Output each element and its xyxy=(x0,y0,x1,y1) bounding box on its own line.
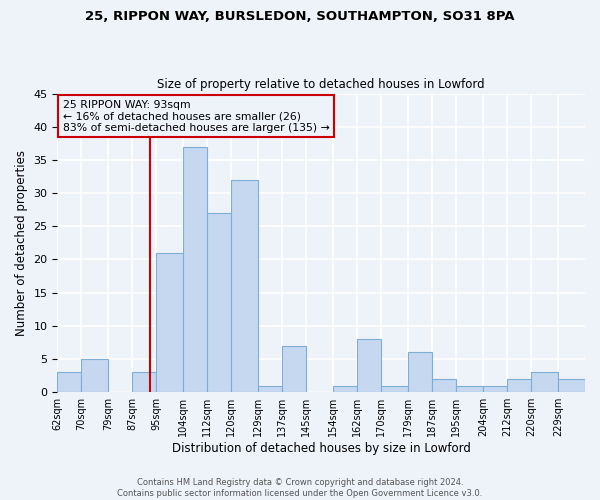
Text: 25, RIPPON WAY, BURSLEDON, SOUTHAMPTON, SO31 8PA: 25, RIPPON WAY, BURSLEDON, SOUTHAMPTON, … xyxy=(85,10,515,23)
Text: 25 RIPPON WAY: 93sqm
← 16% of detached houses are smaller (26)
83% of semi-detac: 25 RIPPON WAY: 93sqm ← 16% of detached h… xyxy=(62,100,329,132)
Bar xyxy=(432,379,456,392)
Bar xyxy=(231,180,258,392)
Bar xyxy=(357,339,381,392)
Bar xyxy=(456,386,483,392)
Bar xyxy=(82,359,109,392)
Title: Size of property relative to detached houses in Lowford: Size of property relative to detached ho… xyxy=(157,78,485,91)
Bar xyxy=(408,352,432,392)
Bar xyxy=(58,372,82,392)
X-axis label: Distribution of detached houses by size in Lowford: Distribution of detached houses by size … xyxy=(172,442,470,455)
Text: Contains HM Land Registry data © Crown copyright and database right 2024.
Contai: Contains HM Land Registry data © Crown c… xyxy=(118,478,482,498)
Bar xyxy=(333,386,357,392)
Bar xyxy=(207,213,231,392)
Y-axis label: Number of detached properties: Number of detached properties xyxy=(15,150,28,336)
Bar xyxy=(157,253,184,392)
Bar xyxy=(558,379,585,392)
Bar xyxy=(381,386,408,392)
Bar xyxy=(133,372,157,392)
Bar xyxy=(184,146,207,392)
Bar xyxy=(531,372,558,392)
Bar xyxy=(282,346,306,392)
Bar xyxy=(507,379,531,392)
Bar xyxy=(258,386,282,392)
Bar xyxy=(483,386,507,392)
